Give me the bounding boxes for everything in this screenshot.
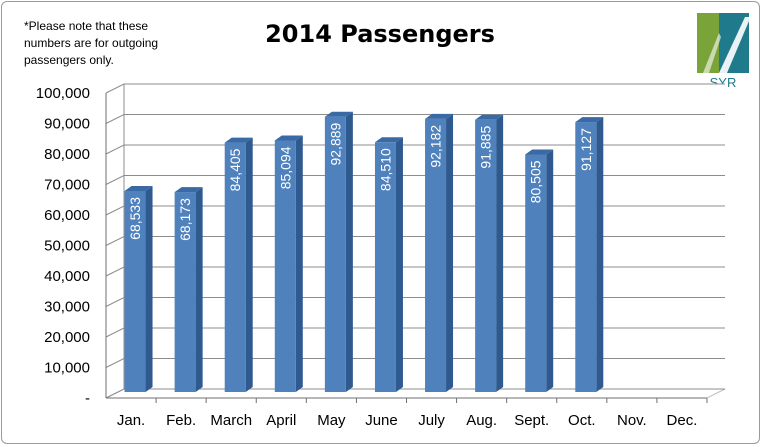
bar-side bbox=[245, 137, 253, 392]
x-tick-label: May bbox=[317, 412, 346, 429]
data-label: 84,405 bbox=[227, 148, 243, 191]
x-tick-label: Aug. bbox=[466, 412, 497, 429]
bar bbox=[575, 122, 597, 392]
bar-side bbox=[395, 137, 403, 392]
bar bbox=[425, 118, 447, 392]
logo-runway-shape bbox=[703, 33, 721, 73]
bar-side bbox=[446, 113, 454, 392]
plot-floor bbox=[105, 388, 726, 399]
x-tick-label: Dec. bbox=[667, 412, 698, 429]
y-tick-label: 80,000 bbox=[44, 146, 90, 163]
bar-top bbox=[324, 111, 353, 117]
data-label: 91,127 bbox=[578, 128, 594, 171]
x-tick-label: Feb. bbox=[166, 412, 196, 429]
bar-side bbox=[345, 111, 353, 393]
data-label: 91,885 bbox=[478, 126, 494, 169]
bar-top bbox=[575, 117, 604, 123]
bar-side bbox=[496, 114, 504, 393]
bar bbox=[324, 116, 346, 393]
x-tick-label: Sept. bbox=[514, 412, 549, 429]
bar-side bbox=[295, 135, 303, 392]
x-tick-label: June bbox=[365, 412, 398, 429]
chart-title: 2014 Passengers bbox=[265, 20, 495, 48]
data-label: 80,505 bbox=[528, 160, 544, 203]
data-label: 68,173 bbox=[177, 198, 193, 241]
bar bbox=[525, 154, 547, 392]
y-tick-label: 100,000 bbox=[36, 85, 90, 102]
data-label: 68,533 bbox=[127, 197, 143, 240]
bar bbox=[174, 192, 196, 392]
y-tick-label: 20,000 bbox=[44, 329, 90, 346]
data-label: 92,182 bbox=[428, 125, 444, 168]
y-tick-label: 50,000 bbox=[44, 238, 90, 255]
y-tick-label: - bbox=[85, 390, 90, 407]
bar-top bbox=[525, 149, 554, 155]
y-tick-label: 70,000 bbox=[44, 177, 90, 194]
bar-top bbox=[374, 137, 403, 143]
bar bbox=[374, 142, 396, 392]
footnote: *Please note that these numbers are for … bbox=[24, 19, 159, 67]
y-tick-label: 90,000 bbox=[44, 116, 90, 133]
bar-top bbox=[224, 137, 253, 143]
bar-side bbox=[195, 187, 203, 392]
bar-top bbox=[475, 114, 504, 120]
data-label: 92,889 bbox=[327, 122, 343, 165]
bar-side bbox=[596, 117, 604, 392]
data-label: 84,510 bbox=[377, 148, 393, 191]
x-tick-label: April bbox=[266, 412, 296, 429]
x-tick-label: Jan. bbox=[117, 412, 145, 429]
x-tick-label: Nov. bbox=[617, 412, 647, 429]
x-tick-label: Oct. bbox=[568, 412, 596, 429]
y-tick-label: 10,000 bbox=[44, 360, 90, 377]
bar-top bbox=[274, 135, 303, 141]
bar-side bbox=[145, 185, 153, 392]
logo-wing-shape bbox=[719, 17, 749, 73]
bar bbox=[124, 190, 146, 392]
bar-top bbox=[124, 185, 153, 191]
y-tick-label: 60,000 bbox=[44, 207, 90, 224]
syr-logo: SYR bbox=[697, 13, 749, 89]
data-label: 85,094 bbox=[277, 146, 293, 189]
bar bbox=[274, 140, 296, 392]
x-tick-label: July bbox=[418, 412, 445, 429]
y-tick-label: 30,000 bbox=[44, 299, 90, 316]
bar-top bbox=[425, 113, 454, 119]
bar-side bbox=[546, 149, 554, 392]
x-tick-label: March bbox=[210, 412, 252, 429]
bar bbox=[224, 142, 246, 392]
y-tick-label: 40,000 bbox=[44, 268, 90, 285]
bar-top bbox=[174, 187, 203, 193]
bar bbox=[475, 119, 497, 393]
